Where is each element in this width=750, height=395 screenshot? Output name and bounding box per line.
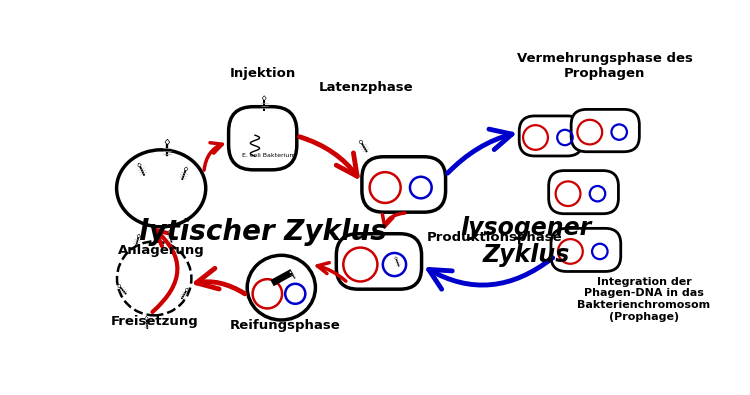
Text: Produktionsphase: Produktionsphase	[427, 231, 562, 244]
Polygon shape	[262, 96, 266, 101]
Polygon shape	[165, 139, 170, 145]
Polygon shape	[290, 271, 292, 273]
Polygon shape	[137, 234, 140, 238]
Ellipse shape	[116, 150, 206, 227]
FancyBboxPatch shape	[362, 157, 446, 212]
FancyBboxPatch shape	[572, 109, 639, 152]
FancyBboxPatch shape	[519, 116, 583, 156]
Text: E. coli Bakterium: E. coli Bakterium	[242, 153, 296, 158]
Polygon shape	[394, 257, 398, 260]
FancyBboxPatch shape	[336, 234, 422, 289]
Text: Integration der
Phagen-DNA in das
Bakterienchromosom
(Prophage): Integration der Phagen-DNA in das Bakter…	[578, 277, 710, 322]
Text: Vermehrungsphase des
Prophagen: Vermehrungsphase des Prophagen	[517, 52, 692, 80]
Polygon shape	[185, 288, 188, 292]
Polygon shape	[118, 284, 121, 288]
Text: Freisetzung: Freisetzung	[110, 316, 198, 329]
FancyBboxPatch shape	[229, 107, 297, 170]
FancyBboxPatch shape	[549, 171, 619, 214]
Polygon shape	[184, 167, 188, 171]
Ellipse shape	[248, 255, 316, 320]
Text: Anlagerung: Anlagerung	[118, 244, 205, 257]
Text: lytischer Zyklus: lytischer Zyklus	[139, 218, 386, 246]
Polygon shape	[145, 316, 148, 321]
Text: lysogener
Zyklus: lysogener Zyklus	[460, 216, 592, 267]
Polygon shape	[138, 163, 141, 167]
Text: Reifungsphase: Reifungsphase	[230, 319, 340, 332]
Text: Injektion: Injektion	[230, 67, 296, 80]
Polygon shape	[359, 140, 363, 144]
Polygon shape	[168, 230, 172, 234]
FancyBboxPatch shape	[551, 228, 621, 271]
Text: Latenzphase: Latenzphase	[320, 81, 414, 94]
